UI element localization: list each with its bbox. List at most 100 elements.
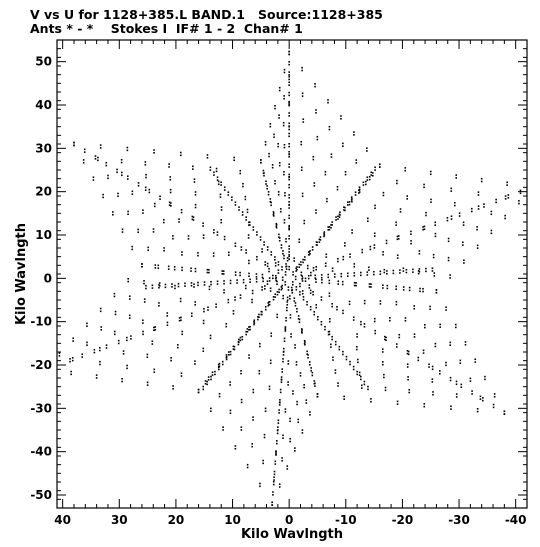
uv-point-dot: [282, 124, 285, 127]
uv-point: [404, 317, 407, 322]
uv-point-dot: [449, 379, 452, 382]
uv-point-dot: [284, 273, 287, 276]
uv-point-dot: [229, 384, 231, 386]
uv-point-dot: [296, 403, 298, 406]
uv-point-dot: [288, 122, 290, 125]
uv-point-dot: [356, 345, 358, 348]
uv-point: [432, 391, 434, 396]
uv-point-dot: [247, 234, 250, 236]
uv-point-dot: [146, 384, 149, 386]
uv-point: [369, 245, 372, 251]
uv-point-dot: [344, 206, 346, 209]
uv-point-dot: [301, 92, 304, 95]
uv-point-dot: [197, 252, 199, 254]
uv-point: [239, 336, 242, 342]
uv-point: [358, 186, 361, 191]
uv-point: [301, 329, 303, 334]
uv-point-dot: [395, 300, 398, 303]
uv-point: [305, 399, 308, 404]
uv-point: [194, 203, 197, 209]
uv-point-dot: [328, 279, 331, 282]
uv-point-dot: [306, 301, 308, 303]
plot-title-line-1: V vs U for 1128+385.L BAND.1 Source:1128…: [30, 7, 383, 22]
uv-point-dot: [122, 350, 125, 352]
uv-point-dot: [86, 344, 88, 347]
uv-point: [327, 273, 330, 279]
uv-point: [166, 321, 169, 327]
uv-point-dot: [309, 308, 312, 311]
uv-point: [143, 298, 146, 303]
uv-point-dot: [249, 328, 251, 331]
uv-point-dot: [179, 154, 182, 157]
uv-point-dot: [146, 356, 149, 359]
uv-point: [408, 388, 411, 394]
uv-point-dot: [281, 268, 283, 271]
uv-point-dot: [232, 310, 235, 312]
uv-point: [332, 356, 334, 361]
uv-point: [285, 263, 287, 268]
uv-point-dot: [213, 231, 215, 234]
uv-point: [274, 274, 277, 280]
uv-point-dot: [288, 217, 290, 220]
uv-point: [73, 141, 75, 147]
uv-point-dot: [331, 305, 334, 308]
uv-point: [233, 156, 235, 162]
uv-point: [217, 180, 220, 186]
uv-point-dot: [429, 308, 431, 311]
uv-point: [259, 236, 262, 241]
uv-point-dot: [281, 276, 284, 279]
uv-point-dot: [373, 247, 376, 249]
uv-point-dot: [288, 166, 290, 168]
uv-point-dot: [177, 282, 180, 285]
uv-point: [266, 185, 268, 190]
uv-point: [328, 279, 331, 285]
uv-point-dot: [298, 241, 301, 243]
x-tick-label: 0: [285, 513, 293, 527]
uv-point: [373, 270, 375, 276]
uv-point-dot: [328, 320, 331, 323]
uv-point: [350, 196, 353, 201]
uv-point: [227, 351, 230, 356]
uv-point: [396, 235, 399, 241]
uv-point-dot: [490, 229, 493, 232]
uv-point-dot: [99, 307, 102, 310]
uv-point-dot: [296, 266, 298, 268]
uv-point-dot: [349, 256, 351, 258]
uv-point-dot: [317, 318, 319, 321]
uv-point-dot: [314, 274, 317, 277]
uv-point-dot: [271, 504, 273, 506]
uv-point-dot: [332, 359, 334, 361]
uv-point-dot: [453, 201, 456, 204]
uv-point: [274, 256, 276, 261]
uv-point-dot: [336, 188, 339, 191]
uv-point-dot: [308, 284, 311, 286]
uv-point-dot: [314, 82, 316, 85]
uv-point: [146, 353, 149, 359]
uv-point-dot: [210, 283, 212, 286]
uv-point-dot: [151, 343, 154, 345]
uv-point: [221, 360, 224, 366]
uv-point-dot: [262, 277, 264, 280]
uv-point-dot: [286, 309, 288, 312]
uv-point: [306, 350, 308, 355]
uv-point-dot: [279, 399, 281, 401]
uv-point: [227, 298, 230, 304]
uv-point-dot: [327, 101, 329, 104]
uv-point: [180, 372, 183, 377]
uv-point-dot: [288, 173, 290, 176]
uv-point: [219, 193, 222, 198]
uv-point-dot: [206, 268, 209, 271]
uv-point: [233, 345, 236, 351]
uv-point: [331, 335, 333, 341]
uv-point-dot: [144, 189, 147, 191]
uv-point: [266, 280, 269, 285]
uv-point: [281, 368, 284, 373]
uv-point-dot: [245, 330, 247, 333]
uv-point: [288, 175, 290, 181]
uv-point-dot: [431, 378, 434, 380]
uv-point-dot: [410, 240, 412, 242]
uv-point: [422, 349, 425, 354]
uv-point-dot: [202, 388, 205, 391]
uv-point: [288, 163, 290, 168]
uv-point-dot: [190, 284, 193, 287]
